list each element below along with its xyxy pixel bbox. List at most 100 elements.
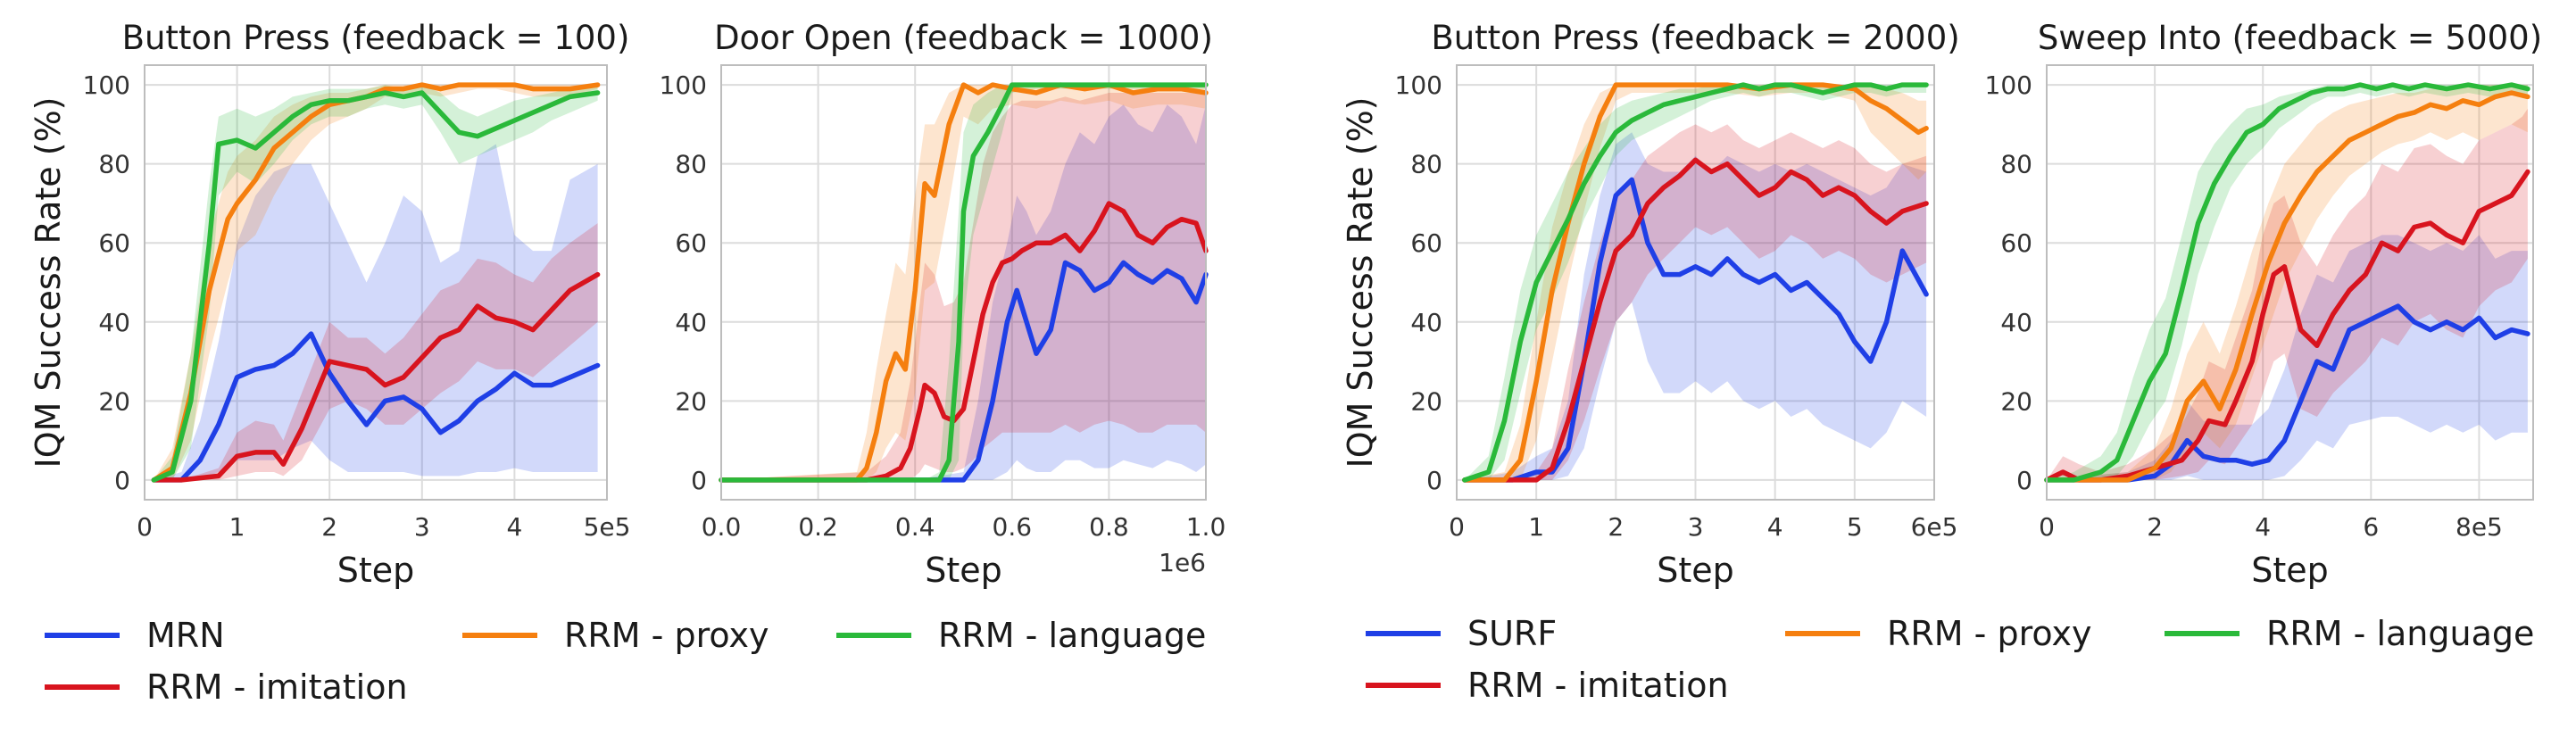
confidence-band-rrm-language [721,85,1206,480]
y-tick-label: 20 [98,386,130,416]
confidence-band-rrm-language [2047,85,2528,480]
series-line-mrn [719,260,1209,483]
x-tick-label: 8e5 [2456,512,2503,542]
series-line-surf [1462,177,1929,483]
x-tick-label: 5 [1847,512,1863,542]
y-tick-label: 80 [98,150,130,179]
y-tick-label: 80 [1410,150,1442,179]
x-tick-label: 0.2 [798,512,838,542]
y-tick-label: 100 [83,70,130,100]
legend-entry-rrm-language: RRM - language [836,616,1206,655]
series-line-rrm-language [1462,82,1929,483]
y-axis-label: IQM Success Rate (%) [1341,97,1380,468]
chart-panel-3: 0 1 2 3 4 5 6e5 0 20 40 60 80 100 Button Press (feedb… [1341,19,1960,590]
series-line-rrm-language [151,90,601,483]
x-tick-label: 4 [2255,512,2271,542]
y-tick-label: 20 [2000,386,2032,416]
legend-entry-rrm-proxy: RRM - proxy [1785,614,2091,653]
x-tick-label: 0.0 [702,512,742,542]
y-tick-label: 20 [1410,386,1442,416]
y-tick-label: 40 [2000,308,2032,337]
y-tick-label: 0 [114,466,130,495]
x-tick-label: 2 [2147,512,2163,542]
chart-title: Button Press (feedback = 2000) [1431,19,1959,57]
x-tick-label: 0 [137,512,153,542]
legend-label: SURF [1467,614,1557,653]
x-tick-label: 6e5 [1911,512,1958,542]
plot-frame [720,64,1207,501]
y-tick-label: 100 [1395,70,1442,100]
y-tick-label: 80 [2000,150,2032,179]
chart-title: Button Press (feedback = 100) [122,19,630,57]
x-tick-label: 0 [2039,512,2055,542]
confidence-band-rrm-proxy [2047,85,2528,480]
x-tick-label: 1 [229,512,245,542]
x-tick-label: 5e5 [584,512,631,542]
x-tick-label: 2 [321,512,337,542]
legend-entry-rrm-imitation: RRM - imitation [1366,666,1729,705]
plot-frame [144,64,608,501]
y-tick-label: 0 [2016,466,2032,495]
legend-entry-rrm-imitation: RRM - imitation [45,667,408,707]
legend-right: SURF RRM - proxy RRM - language RRM - imita… [1366,614,2534,705]
x-tick-label: 6 [2363,512,2379,542]
series-line-rrm-imitation [151,271,601,483]
y-tick-label: 100 [1985,70,2032,100]
legend-label: RRM - language [2266,614,2534,653]
x-axis-label: Step [337,551,415,590]
x-tick-label: 0.6 [993,512,1033,542]
confidence-band-rrm-imitation [721,93,1206,480]
legend-entry-surf: SURF [1366,614,1557,653]
chart-panel-1: 0 1 2 3 4 5e5 0 20 40 60 80 100 Button Press (feedba… [29,19,630,590]
x-tick-label: 3 [414,512,430,542]
x-axis-label: Step [925,551,1002,590]
series-line-mrn [151,331,601,483]
y-tick-label: 60 [2000,228,2032,258]
legend-label: MRN [146,616,225,655]
series-line-rrm-imitation [719,201,1209,483]
legend-entry-rrm-proxy: RRM - proxy [462,616,769,655]
x-tick-label: 4 [1767,512,1783,542]
y-tick-label: 0 [1426,466,1442,495]
y-tick-label: 100 [660,70,707,100]
series-line-rrm-proxy [719,82,1209,483]
x-tick-label: 1.0 [1186,512,1226,542]
y-tick-label: 20 [675,386,707,416]
series-line-rrm-proxy [2044,90,2530,483]
series-line-rrm-proxy [1462,82,1929,483]
legend-label: RRM - proxy [564,616,769,655]
confidence-band-rrm-imitation [2047,108,2528,480]
x-tick-label: 3 [1688,512,1704,542]
x-tick-label: 0 [1449,512,1465,542]
confidence-band-mrn [721,104,1206,480]
legend-label: RRM - imitation [146,667,408,707]
confidence-band-surf [2047,235,2528,480]
chart-title: Door Open (feedback = 1000) [714,19,1213,57]
x-axis-label: Step [2251,551,2329,590]
x-offset-label: 1e6 [1159,548,1206,577]
legend-entry-mrn: MRN [45,616,225,655]
legend-left: MRN RRM - proxy RRM - language RRM - imitat… [45,616,1206,707]
legend-label: RRM - imitation [1467,666,1729,705]
plot-frame [1456,64,1935,501]
y-tick-label: 40 [675,308,707,337]
series-line-rrm-language [719,82,1209,483]
y-tick-label: 40 [1410,308,1442,337]
y-tick-label: 40 [98,308,130,337]
y-tick-label: 60 [98,228,130,258]
x-tick-label: 0.8 [1089,512,1129,542]
x-tick-label: 4 [506,512,522,542]
legend-entry-rrm-language: RRM - language [2165,614,2534,653]
series-line-surf [2044,303,2530,483]
plot-frame [2046,64,2534,501]
x-tick-label: 1 [1528,512,1544,542]
chart-panel-2: 0.0 0.2 0.4 0.6 0.8 1.0 0 20 40 60 80 100 1e6 Door Op… [660,19,1226,590]
series-line-rrm-language [2044,82,2530,483]
chart-title: Sweep Into (feedback = 5000) [2038,19,2542,57]
x-tick-label: 2 [1608,512,1624,542]
confidence-band-rrm-proxy [154,85,598,480]
series-line-rrm-imitation [1462,157,1929,483]
y-axis-label: IQM Success Rate (%) [29,97,68,468]
